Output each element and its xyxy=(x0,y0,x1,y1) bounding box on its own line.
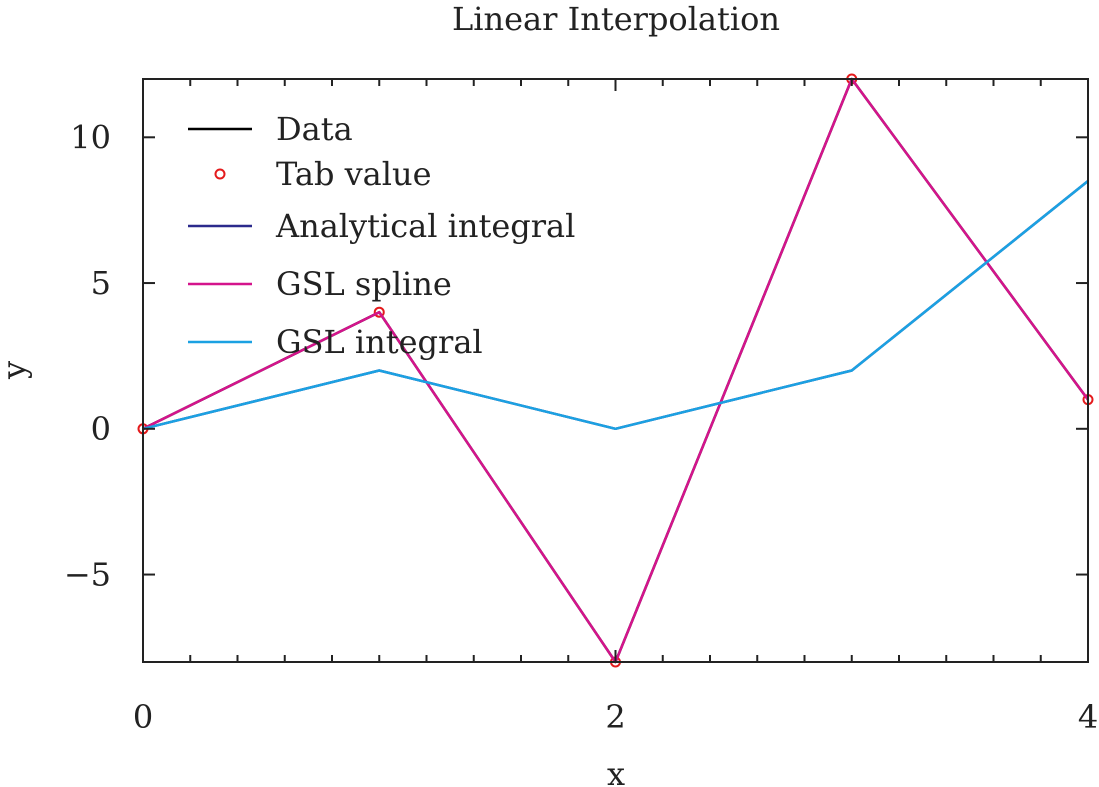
x-tick-label: 4 xyxy=(1078,698,1098,736)
axes: 0 2 4 −5 0 5 10 xyxy=(64,79,1098,736)
series-line-gsl-integral xyxy=(142,180,1089,431)
x-tick-label: 0 xyxy=(133,698,153,736)
x-axis-label: x xyxy=(607,755,625,787)
legend: Data Tab value Analytical integral GSL spli… xyxy=(188,110,575,361)
y-tick-label: 0 xyxy=(91,410,111,448)
y-tick-label: 10 xyxy=(70,118,111,156)
legend-swatch-tab-value xyxy=(214,168,226,180)
x-tick-label: 2 xyxy=(605,698,625,736)
legend-label-tab-value: Tab value xyxy=(276,155,432,193)
y-tick-label: 5 xyxy=(91,264,111,302)
legend-label-gsl-spline: GSL spline xyxy=(276,265,452,303)
legend-label-analytical-integral: Analytical integral xyxy=(275,207,575,245)
chart-title: Linear Interpolation xyxy=(452,0,780,38)
y-tick-label: −5 xyxy=(64,556,111,594)
data-point-tab-value xyxy=(373,306,385,318)
y-axis-label: y xyxy=(0,361,33,380)
legend-label-gsl-integral: GSL integral xyxy=(276,323,483,361)
legend-label-data: Data xyxy=(276,110,353,148)
